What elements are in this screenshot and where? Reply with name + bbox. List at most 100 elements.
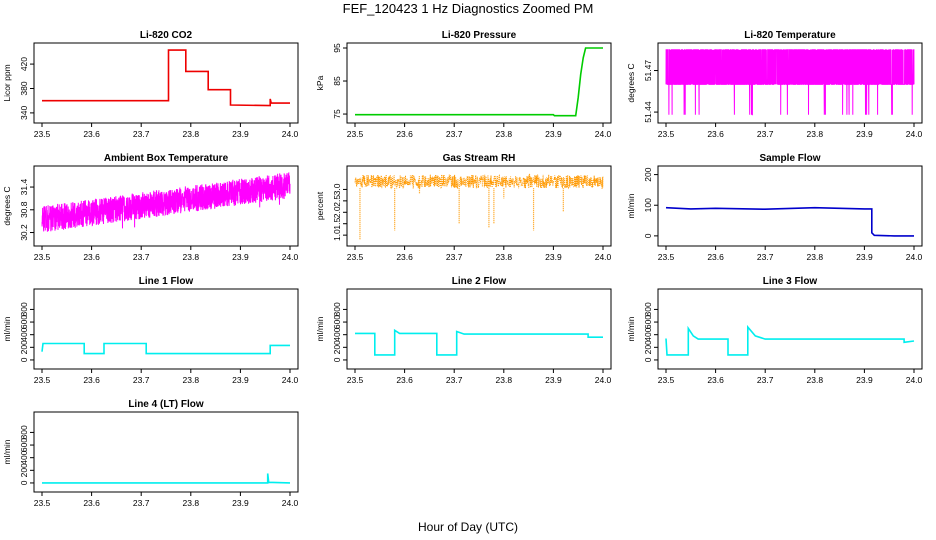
rh-ytick-label: 3.0	[332, 183, 342, 195]
ambient-temp-title: Ambient Box Temperature	[104, 153, 229, 164]
line2-flow-xtick-label: 23.9	[545, 375, 562, 385]
rh-panel: Gas Stream RH percent 23.5 23.6 23.7 23.8 23.9…	[315, 153, 612, 262]
ambient-temp-series-line	[41, 172, 291, 232]
ambient-temp-xtick-label: 23.9	[232, 252, 249, 262]
line4-flow-ylabel: ml/min	[2, 439, 12, 464]
line1-flow-ylabel: ml/min	[2, 316, 12, 341]
line1-flow-ytick-label: 0	[19, 357, 29, 362]
licor-temp-xtick-label: 23.8	[807, 129, 824, 139]
line1-flow-panel: Line 1 Flow ml/min 23.5 23.6 23.7 23.8 23.9 24.…	[2, 276, 299, 385]
line3-flow-series-line	[665, 324, 915, 356]
pressure-ylabel: kPa	[315, 75, 325, 90]
line1-flow-xtick-label: 23.7	[133, 375, 150, 385]
line2-flow-ytick-label: 600	[332, 315, 342, 329]
pressure-series-line	[355, 47, 603, 117]
line4-flow-panel: Line 4 (LT) Flow ml/min 23.5 23.6 23.7 23.8 23…	[2, 399, 299, 508]
co2-ytick-label: 340	[19, 106, 29, 120]
line1-flow-xtick-label: 23.5	[34, 375, 51, 385]
co2-frame	[33, 42, 299, 124]
pressure-xtick-label: 24.0	[595, 129, 612, 139]
pressure-frame	[346, 42, 612, 124]
line4-flow-xtick-label: 23.5	[34, 498, 51, 508]
sample-flow-xtick-label: 23.6	[707, 252, 724, 262]
licor-temp-series-line	[665, 49, 915, 116]
line4-flow-ytick-label: 200	[19, 463, 29, 477]
pressure-xtick-label: 23.8	[496, 129, 513, 139]
rh-ylabel: percent	[315, 191, 325, 220]
sample-flow-panel: Sample Flow ml/min 23.5 23.6 23.7 23.8 23.9 24.…	[626, 153, 923, 262]
co2-ylabel: Licor ppm	[2, 64, 12, 101]
line2-flow-ytick-label: 800	[332, 302, 342, 316]
licor-temp-ylabel: degrees C	[626, 63, 636, 102]
line1-flow-ytick-label: 800	[19, 302, 29, 316]
line3-flow-frame	[657, 288, 923, 370]
co2-title: Li-820 CO2	[140, 30, 193, 41]
line4-flow-frame	[33, 411, 299, 493]
sample-flow-ylabel: ml/min	[626, 193, 636, 218]
line3-flow-xtick-label: 23.9	[856, 375, 873, 385]
licor-temp-title: Li-820 Temperature	[744, 30, 836, 41]
ambient-temp-ytick-label: 30.8	[19, 201, 29, 218]
line4-flow-ytick-label: 800	[19, 425, 29, 439]
line2-flow-xtick-label: 23.5	[347, 375, 364, 385]
ambient-temp-panel: Ambient Box Temperature degrees C 23.5 23.6…	[2, 153, 299, 262]
line2-flow-frame	[346, 288, 612, 370]
ambient-temp-xtick-label: 23.7	[133, 252, 150, 262]
line2-flow-title: Line 2 Flow	[452, 276, 507, 287]
line2-flow-ylabel: ml/min	[315, 316, 325, 341]
figure-xlabel: Hour of Day (UTC)	[418, 520, 518, 534]
line2-flow-series-line	[355, 328, 603, 356]
sample-flow-xtick-label: 24.0	[906, 252, 923, 262]
ambient-temp-ytick-label: 31.4	[19, 179, 29, 196]
line2-flow-ytick-label: 0	[332, 357, 342, 362]
co2-xtick-label: 24.0	[282, 129, 299, 139]
line3-flow-ytick-label: 400	[643, 327, 653, 341]
rh-xtick-label: 23.7	[446, 252, 463, 262]
line4-flow-xtick-label: 24.0	[282, 498, 299, 508]
line2-flow-ytick-label: 400	[332, 327, 342, 341]
ambient-temp-ytick-label: 30.2	[19, 224, 29, 241]
line3-flow-xtick-label: 24.0	[906, 375, 923, 385]
rh-xtick-label: 24.0	[595, 252, 612, 262]
co2-ytick-label: 420	[19, 57, 29, 71]
rh-title: Gas Stream RH	[443, 153, 516, 164]
line4-flow-series-line	[42, 473, 291, 484]
line3-flow-ytick-label: 600	[643, 315, 653, 329]
licor-temp-xtick-label: 23.7	[757, 129, 774, 139]
sample-flow-xtick-label: 23.5	[658, 252, 675, 262]
line1-flow-ytick-label: 400	[19, 327, 29, 341]
sample-flow-xtick-label: 23.7	[757, 252, 774, 262]
licor-temp-frame	[657, 42, 923, 124]
licor-temp-xtick-label: 24.0	[906, 129, 923, 139]
line4-flow-ytick-label: 0	[19, 480, 29, 485]
line4-flow-xtick-label: 23.6	[83, 498, 100, 508]
sample-flow-series-line	[665, 206, 914, 237]
licor-temp-ytick-label: 51.47	[643, 60, 653, 82]
line1-flow-series-line	[41, 342, 290, 355]
pressure-xtick-label: 23.9	[545, 129, 562, 139]
rh-xtick-label: 23.6	[396, 252, 413, 262]
sample-flow-title: Sample Flow	[759, 153, 820, 164]
line4-flow-xtick-label: 23.7	[133, 498, 150, 508]
line3-flow-ytick-label: 800	[643, 302, 653, 316]
sample-flow-ytick-label: 0	[643, 233, 653, 238]
sample-flow-xtick-label: 23.8	[807, 252, 824, 262]
line1-flow-xtick-label: 23.9	[232, 375, 249, 385]
line1-flow-ytick-label: 200	[19, 340, 29, 354]
line2-flow-xtick-label: 23.7	[446, 375, 463, 385]
line2-flow-xtick-label: 23.8	[496, 375, 513, 385]
line4-flow-title: Line 4 (LT) Flow	[128, 399, 204, 410]
line4-flow-ytick-label: 600	[19, 438, 29, 452]
line3-flow-ylabel: ml/min	[626, 316, 636, 341]
line3-flow-xtick-label: 23.8	[807, 375, 824, 385]
rh-xtick-label: 23.5	[347, 252, 364, 262]
rh-ytick-label: 1.5	[332, 218, 342, 230]
line3-flow-ytick-label: 200	[643, 340, 653, 354]
pressure-title: Li-820 Pressure	[442, 30, 517, 41]
pressure-ytick-label: 95	[332, 43, 342, 53]
line3-flow-xtick-label: 23.7	[757, 375, 774, 385]
line3-flow-xtick-label: 23.5	[658, 375, 675, 385]
line1-flow-title: Line 1 Flow	[139, 276, 194, 287]
rh-ytick-label: 1.0	[332, 229, 342, 241]
